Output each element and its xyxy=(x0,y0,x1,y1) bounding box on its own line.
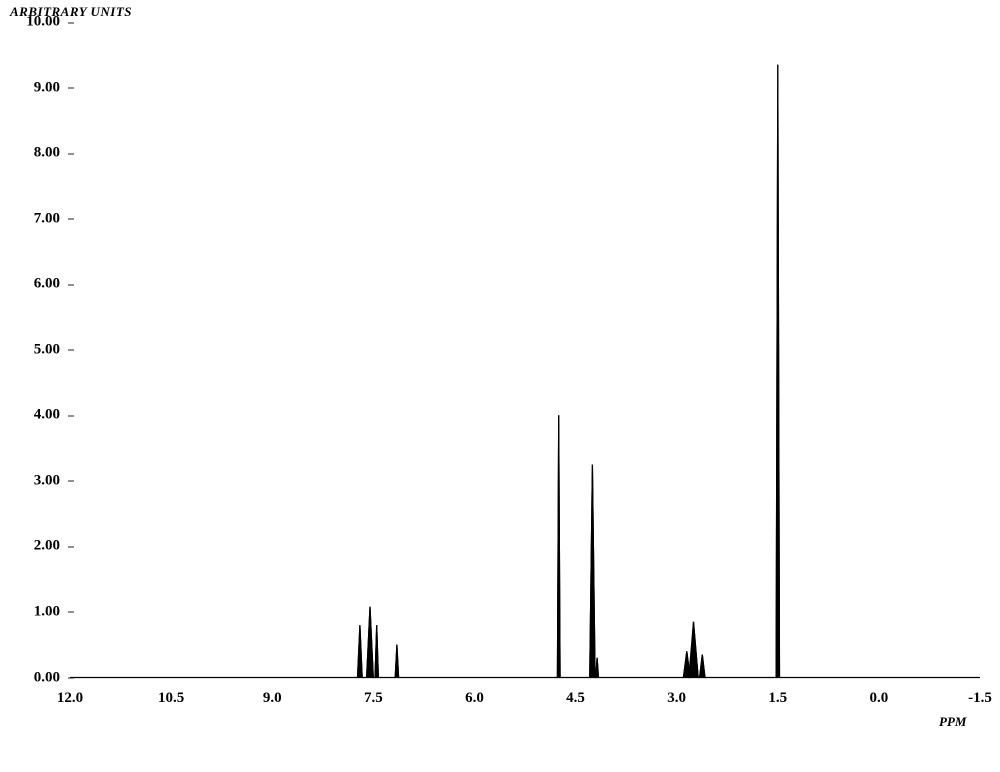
plot-area: 10.009.008.007.006.005.004.003.002.001.0… xyxy=(70,22,980,712)
spectrum-svg xyxy=(70,22,980,712)
y-tick-label: 8.00 xyxy=(8,145,60,162)
y-tick-label: 4.00 xyxy=(8,407,60,424)
y-tick-label: 5.00 xyxy=(8,341,60,358)
x-tick-label: 1.5 xyxy=(768,690,787,707)
peak xyxy=(689,622,698,678)
x-tick-label: 3.0 xyxy=(667,690,686,707)
x-tick-label: 7.5 xyxy=(364,690,383,707)
y-tick-label: 2.00 xyxy=(8,538,60,555)
y-tick-label: 10.00 xyxy=(8,14,60,31)
x-tick-label: 12.0 xyxy=(57,690,83,707)
peak xyxy=(557,415,560,677)
peak xyxy=(395,645,398,678)
y-tick-label: 0.00 xyxy=(8,669,60,686)
peak xyxy=(590,465,595,678)
peak xyxy=(596,658,599,678)
y-tick-label: 6.00 xyxy=(8,276,60,293)
peak xyxy=(776,65,779,678)
y-tick-label: 9.00 xyxy=(8,79,60,96)
y-tick-label: 3.00 xyxy=(8,472,60,489)
x-axis-title: PPM xyxy=(939,714,966,730)
x-tick-label: 6.0 xyxy=(465,690,484,707)
y-tick-label: 7.00 xyxy=(8,210,60,227)
x-tick-label: -1.5 xyxy=(968,690,992,707)
peak xyxy=(375,625,378,677)
peak xyxy=(358,625,363,677)
y-tick-label: 1.00 xyxy=(8,603,60,620)
x-tick-label: 9.0 xyxy=(263,690,282,707)
spectrum-trace xyxy=(70,65,980,678)
x-tick-label: 10.5 xyxy=(158,690,184,707)
x-tick-label: 0.0 xyxy=(870,690,889,707)
peak xyxy=(700,655,705,678)
nmr-chart-container: ARBITRARY UNITS 10.009.008.007.006.005.0… xyxy=(0,0,1000,772)
peak xyxy=(367,607,374,678)
x-tick-label: 4.5 xyxy=(566,690,585,707)
